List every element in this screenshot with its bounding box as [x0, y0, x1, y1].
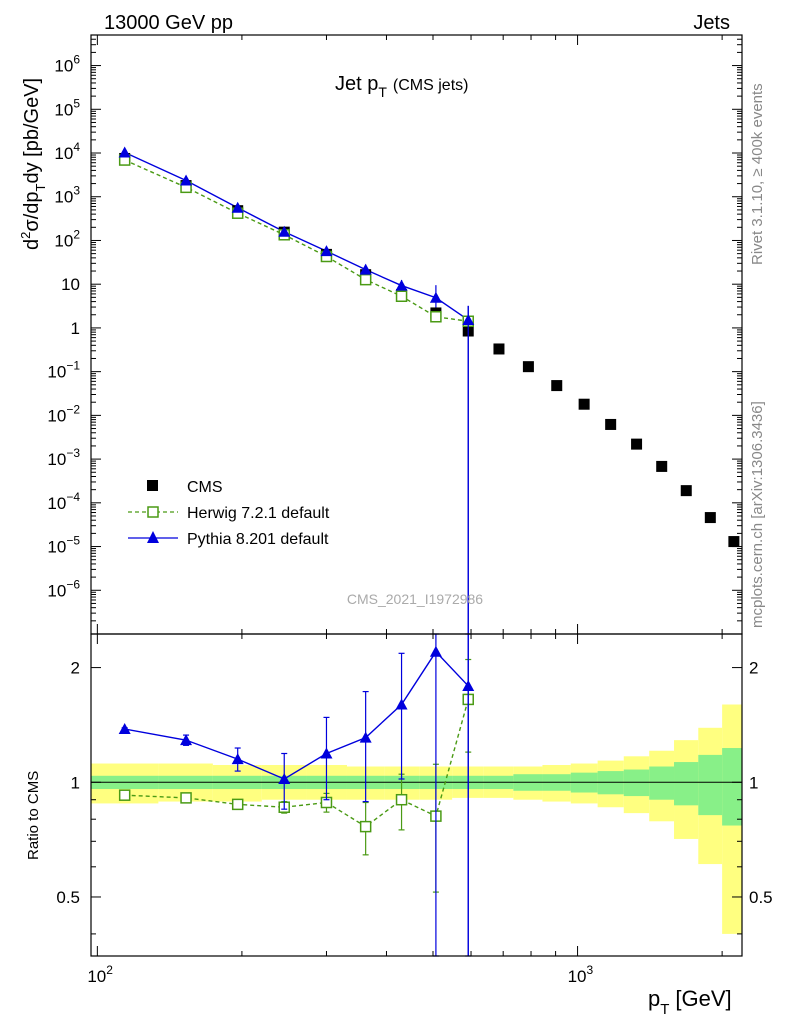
herwig-point	[395, 290, 408, 302]
y-tick-label: 10−5	[47, 534, 80, 557]
y-tick-label: 102	[54, 227, 80, 250]
pythia-ratio-point	[395, 698, 408, 710]
y-tick-label: 105	[54, 96, 80, 119]
pythia-ratio-point	[429, 645, 442, 657]
band-stat	[698, 754, 723, 816]
legend-marker-pythia	[147, 531, 159, 543]
y-tick-label: 10−2	[47, 402, 80, 425]
pythia-point	[278, 225, 291, 237]
band-stat	[623, 769, 650, 797]
herwig-ratio-point	[118, 789, 131, 801]
pythia-ratio-point	[278, 773, 291, 785]
pythia-ratio-point	[231, 753, 244, 765]
y-tick-label: 10	[61, 275, 80, 294]
cms-point	[631, 438, 643, 450]
y-tick-label: 10−3	[47, 446, 80, 469]
pythia-ratio-point	[320, 747, 333, 759]
legend-label-herwig: Herwig 7.2.1 default	[187, 505, 330, 522]
cms-point	[728, 536, 740, 548]
herwig-line	[124, 159, 469, 322]
axes-layer: 10610510410310210110−110−210−310−410−510…	[47, 34, 773, 986]
cms-point	[522, 361, 534, 373]
legend: CMS Herwig 7.2.1 default Pythia 8.201 de…	[128, 479, 330, 548]
ratio-y-label: Ratio to CMS	[25, 771, 42, 860]
pythia-line	[124, 151, 469, 321]
cms-point	[656, 460, 668, 472]
cms-point	[578, 398, 590, 410]
svg-text:d2σ/dpTdy [pb/GeV]: d2σ/dpTdy [pb/GeV]	[18, 78, 48, 250]
mcplots-label: mcplots.cern.ch [arXiv:1306.3436]	[749, 401, 766, 628]
ratio-y-tick-label-right: 2	[749, 659, 758, 678]
plot-title: Jet pT (CMS jets)	[335, 73, 468, 100]
pythia-point	[320, 245, 333, 257]
band-stat	[722, 748, 742, 826]
x-axis-label: pT [GeV]	[648, 986, 732, 1018]
herwig-ratio-point	[395, 793, 408, 806]
pythia-point	[429, 291, 442, 303]
ratio-y-tick-label-right: 0.5	[749, 888, 773, 907]
herwig-point	[359, 273, 372, 286]
pythia-ratio-point	[180, 734, 193, 746]
legend-label-cms: CMS	[187, 479, 223, 496]
legend-item-pythia: Pythia 8.201 default	[128, 531, 329, 548]
legend-marker-herwig	[147, 506, 159, 518]
pythia-point	[118, 146, 131, 158]
band-stat	[674, 762, 699, 806]
y-tick-label: 10−6	[47, 577, 80, 600]
analysis-label: Jets	[693, 12, 730, 34]
herwig-point	[430, 311, 442, 323]
band-stat	[649, 766, 675, 800]
pythia-point	[395, 279, 408, 291]
herwig-ratio-point	[359, 820, 372, 833]
y-tick-label: 104	[54, 140, 80, 163]
y-tick-label: 103	[54, 184, 80, 207]
analysis-watermark: CMS_2021_I1972986	[347, 591, 483, 607]
y-tick-label: 10−4	[47, 490, 80, 513]
pythia-point	[180, 174, 193, 186]
ratio-y-tick-label: 2	[71, 659, 80, 678]
pythia-ratio-point	[359, 731, 372, 743]
pythia-point	[359, 263, 372, 275]
herwig-ratio-point	[180, 792, 192, 804]
pythia-ratio-point	[118, 722, 131, 734]
cms-point	[493, 343, 505, 355]
y-tick-label: 10−1	[47, 359, 80, 382]
x-tick-label: 102	[87, 963, 113, 986]
cms-point	[680, 485, 692, 497]
ratio-y-tick-label-right: 1	[749, 773, 758, 792]
herwig-ratio-line	[124, 699, 469, 828]
pythia-point	[231, 201, 244, 213]
rivet-label: Rivet 3.1.10, ≥ 400k events	[749, 83, 766, 265]
legend-item-herwig: Herwig 7.2.1 default	[128, 505, 330, 522]
y-tick-label: 1	[71, 319, 80, 338]
pythia-ratio-line	[124, 650, 469, 780]
legend-label-pythia: Pythia 8.201 default	[187, 531, 329, 548]
cms-point	[551, 380, 563, 392]
herwig-ratio-point	[231, 798, 244, 811]
beam-label: 13000 GeV pp	[104, 12, 233, 34]
x-tick-label: 103	[568, 963, 594, 986]
ratio-y-tick-label: 0.5	[56, 888, 80, 907]
y-axis-label: d2σ/dpTdy [pb/GeV]	[18, 78, 48, 250]
y-tick-label: 106	[54, 53, 80, 76]
legend-item-cms: CMS	[147, 479, 223, 496]
ratio-y-tick-label: 1	[71, 773, 80, 792]
uncertainty-bands	[91, 704, 742, 934]
legend-marker-cms	[147, 480, 158, 491]
cms-point	[605, 418, 617, 430]
series-layer	[118, 146, 740, 957]
ratio-frame	[90, 633, 743, 957]
cms-point	[704, 512, 716, 524]
